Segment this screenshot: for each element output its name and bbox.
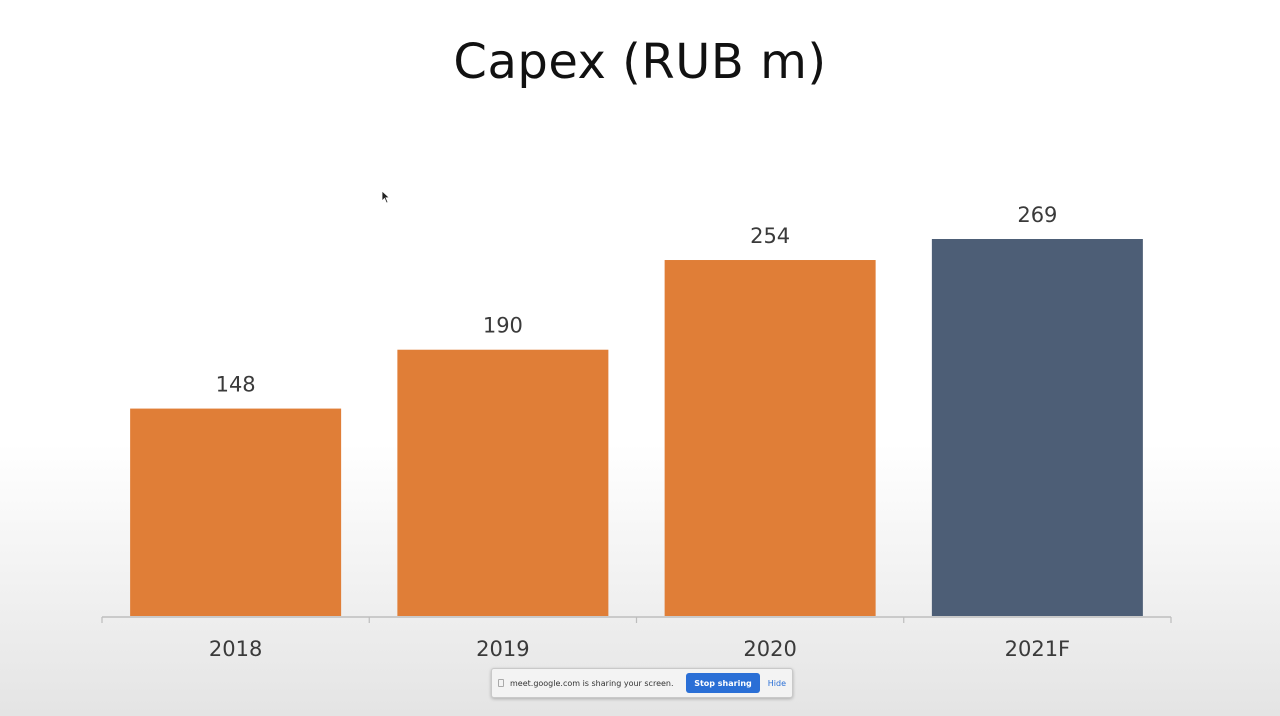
data-label-2018: 148	[216, 373, 256, 397]
data-label-2019: 190	[483, 314, 523, 338]
bar-2021f	[931, 239, 1143, 616]
chart-title: Capex (RUB m)	[453, 34, 827, 90]
hide-link[interactable]: Hide	[767, 678, 786, 688]
x-axis: 2018 2019 2020 2021F	[101, 616, 1172, 661]
bar-2020	[664, 260, 876, 616]
x-tick-label-2020: 2020	[743, 637, 796, 661]
data-label-2021f: 269	[1017, 203, 1057, 227]
mouse-cursor-icon	[381, 190, 391, 204]
bars-group	[130, 239, 1143, 616]
x-tick-label-2018: 2018	[209, 637, 262, 661]
x-tick-label-2021f: 2021F	[1005, 637, 1071, 661]
stop-sharing-button[interactable]: Stop sharing	[686, 673, 760, 693]
drag-handle-icon[interactable]	[498, 679, 504, 687]
screen-share-bar: meet.google.com is sharing your screen. …	[491, 668, 793, 698]
bar-2018	[130, 408, 342, 616]
data-labels-group: 148 190 254 269	[216, 203, 1058, 397]
data-label-2020: 254	[750, 224, 790, 248]
bar-2019	[397, 349, 609, 616]
share-message: meet.google.com is sharing your screen.	[510, 678, 674, 688]
x-tick-label-2019: 2019	[476, 637, 529, 661]
